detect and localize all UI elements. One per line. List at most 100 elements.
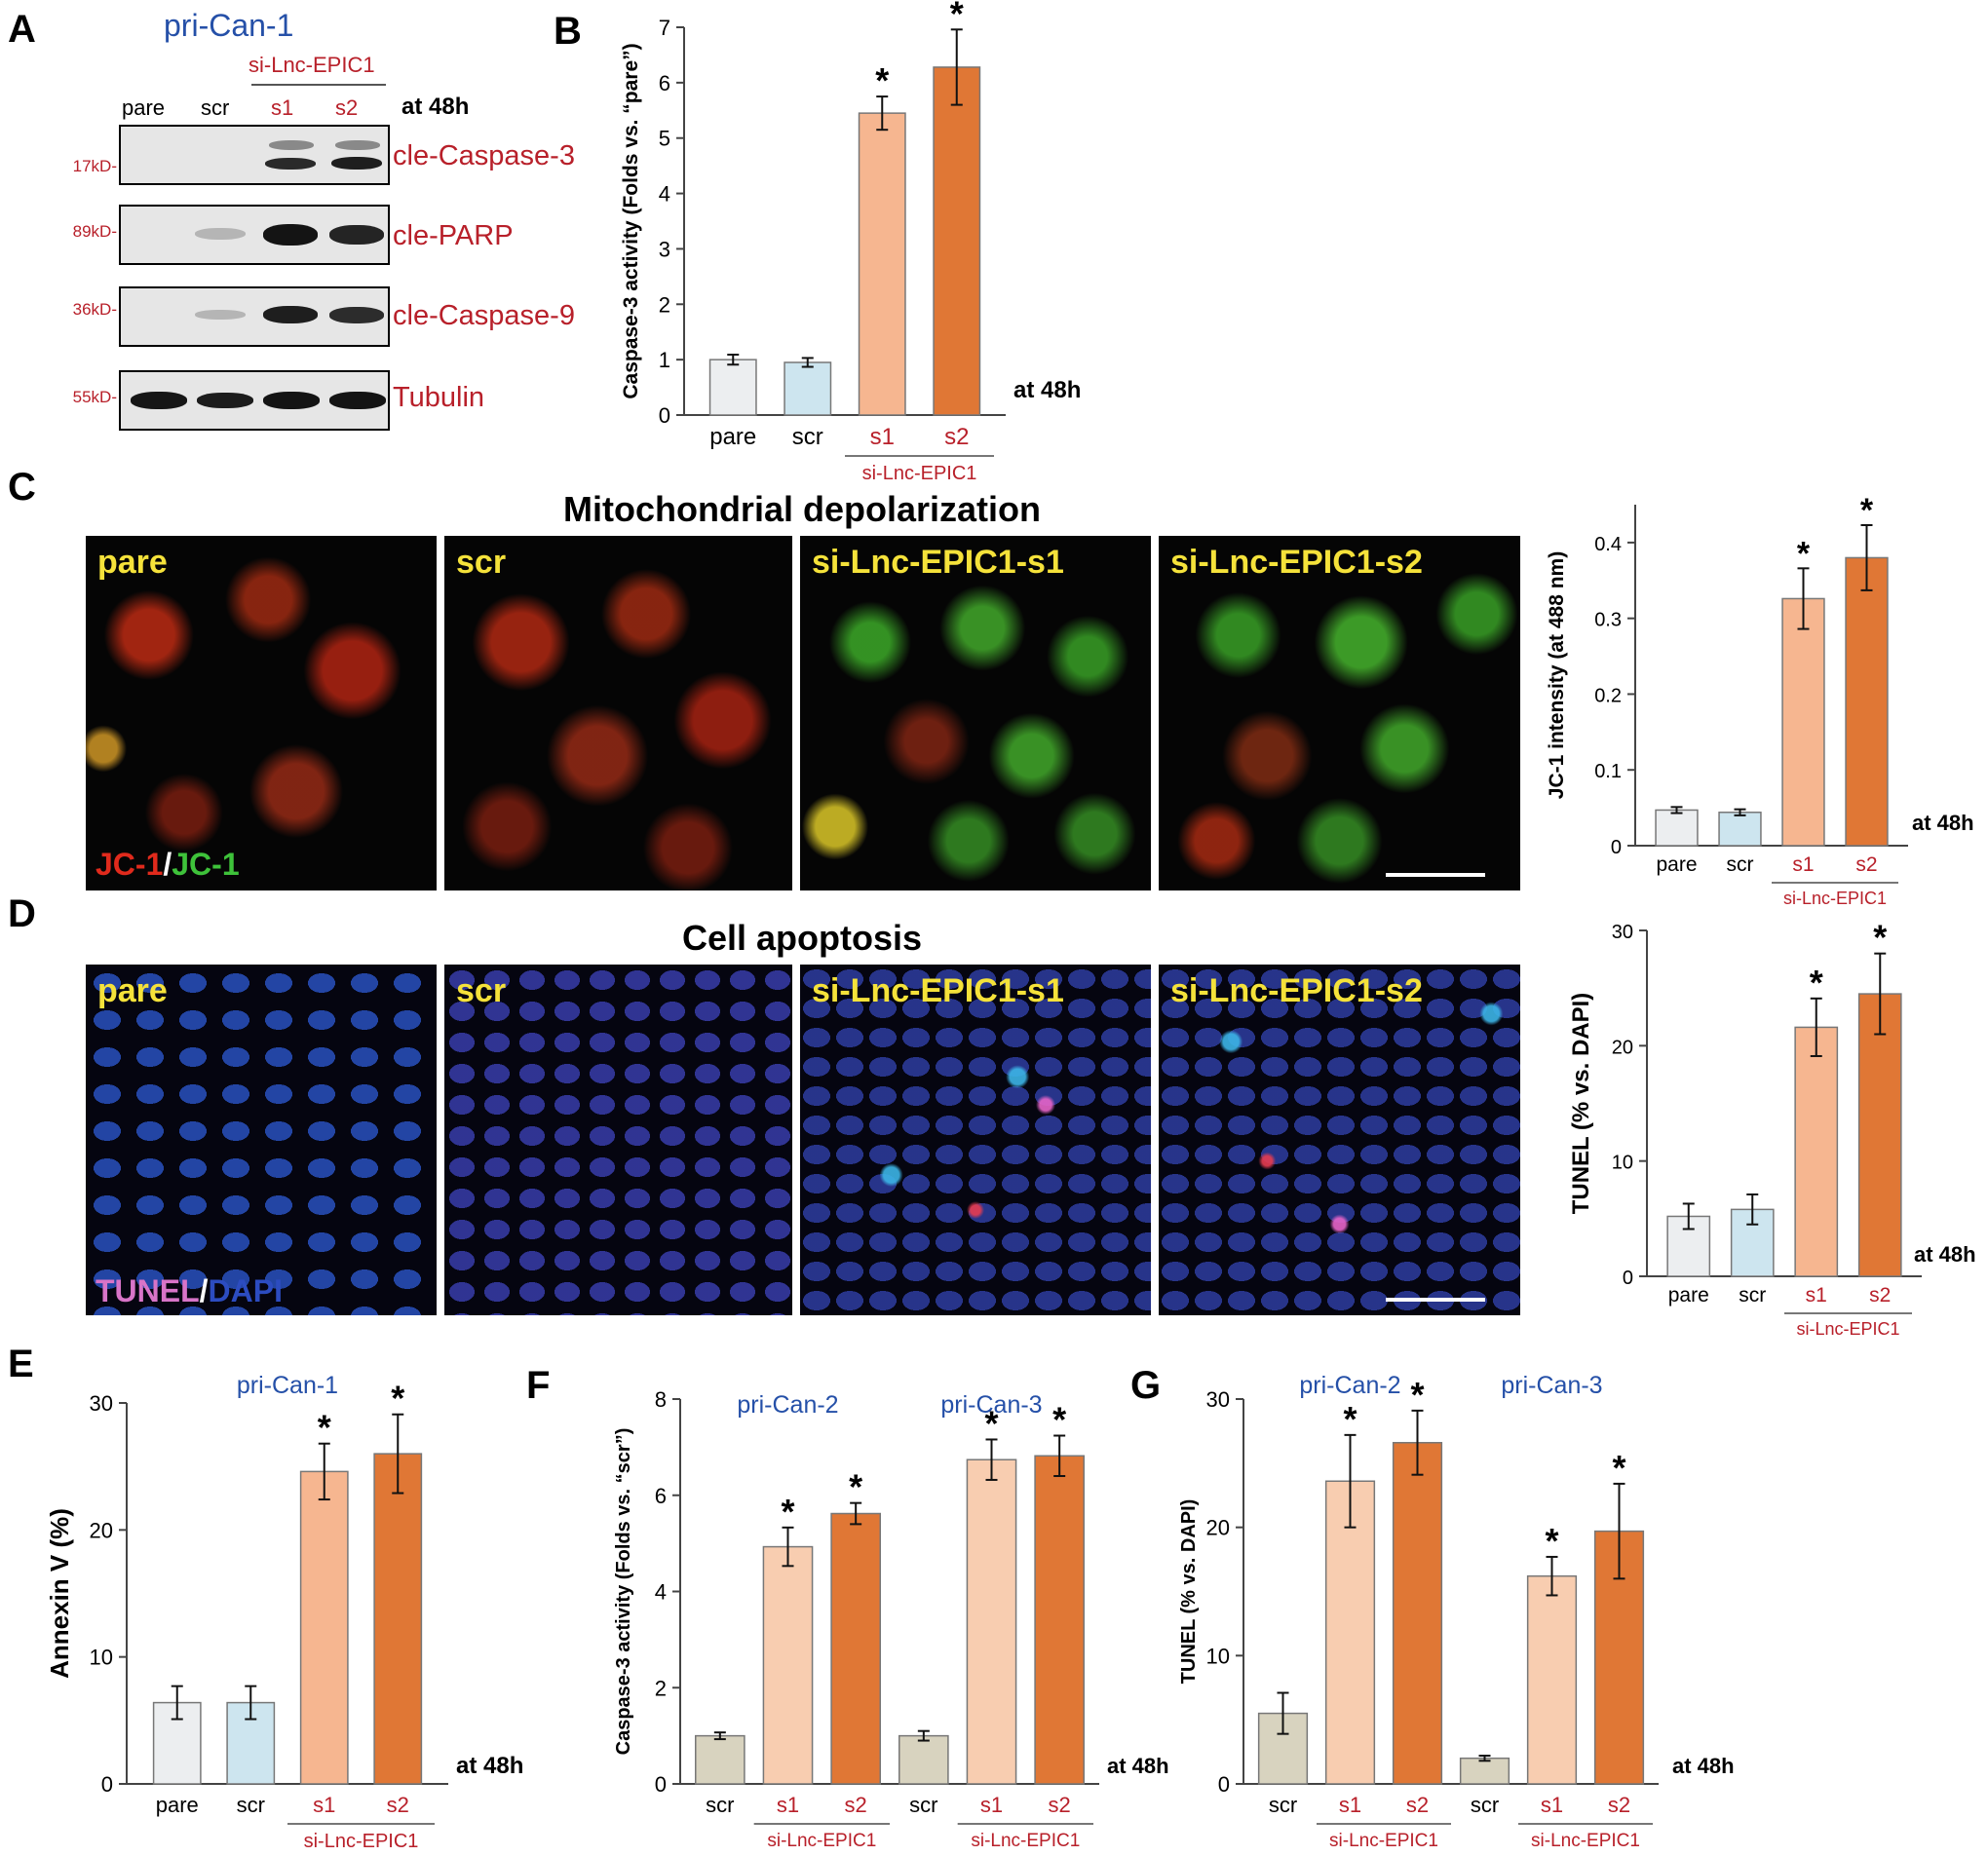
- blot-cle-caspase-3: [119, 125, 390, 185]
- micro-image-jc1-pare: pare JC-1/JC-1: [86, 536, 437, 890]
- micro-image-tunel-pare: pare TUNEL/DAPI: [86, 965, 437, 1315]
- x-tick-label: pare: [1668, 1284, 1709, 1307]
- bar: [373, 1453, 423, 1785]
- scale-bar: [1386, 873, 1485, 877]
- bar: [1718, 812, 1762, 847]
- group-title: pri-Can-2: [1299, 1372, 1400, 1399]
- y-tick-label: 7: [659, 16, 670, 40]
- panel-c-image-strip: pare JC-1/JC-1 scr si-Lnc-EPIC1-s1 si-Ln…: [86, 536, 1520, 890]
- timepoint-annotation: at 48h: [1912, 811, 1974, 835]
- band: [263, 392, 320, 409]
- x-tick-label: s2: [387, 1793, 409, 1817]
- bar: [830, 1512, 881, 1785]
- significance-star: *: [1410, 1375, 1424, 1415]
- x-tick-label: scr: [1727, 853, 1754, 876]
- x-tick-label: pare: [156, 1793, 199, 1817]
- band: [197, 393, 253, 408]
- micro-image-tunel-scr: scr: [444, 965, 792, 1315]
- band: [329, 307, 384, 323]
- micro-label-s2: si-Lnc-EPIC1-s2: [1170, 544, 1423, 581]
- chart-b: 0 1 2 3 4 5 6 7 Caspase-3 activity (Folds vs. “p…: [620, 0, 1081, 484]
- bar: [1781, 597, 1825, 847]
- group-title: pri-Can-3: [1501, 1372, 1602, 1399]
- y-axis-label: JC-1 intensity (at 488 nm): [1546, 551, 1568, 799]
- blot-tubulin: [119, 370, 390, 431]
- chart-g: 0 10 20 30 TUNEL (% vs. DAPI) scr * s1 * s2 scr * s1…: [1178, 1372, 1735, 1851]
- panel-c-title: Mitochondrial depolarization: [562, 489, 1041, 529]
- band: [195, 310, 246, 320]
- y-axis-label: TUNEL (% vs. DAPI): [1178, 1499, 1200, 1685]
- y-axis-label: TUNEL (% vs. DAPI): [1568, 993, 1594, 1215]
- y-tick-label: 0: [659, 403, 670, 428]
- group-label: si-Lnc-EPIC1: [304, 1831, 419, 1851]
- micro-label-s1: si-Lnc-EPIC1-s1: [812, 972, 1064, 1009]
- group-label: si-Lnc-EPIC1: [862, 463, 977, 484]
- micro-image-jc1-scr: scr: [444, 536, 792, 890]
- panel-a-group-label: si-Lnc-EPIC1: [248, 53, 375, 77]
- band: [195, 228, 246, 240]
- stain-legend-tunel: TUNEL/DAPI: [96, 1273, 283, 1309]
- stain-legend-jc1: JC-1/JC-1: [96, 847, 240, 883]
- significance-star: *: [1545, 1521, 1558, 1561]
- panel-letter-c: C: [8, 466, 36, 509]
- chart-f: 0 2 4 6 8 Caspase-3 activity (Folds vs. “scr”…: [613, 1387, 1169, 1851]
- blot-label-cle-caspase-9: cle-Caspase-9: [393, 300, 575, 331]
- micro-label-scr: scr: [456, 544, 507, 581]
- significance-star: *: [1052, 1400, 1066, 1440]
- marker-55kd: 55kD-: [72, 388, 117, 406]
- band: [131, 392, 187, 409]
- timepoint-annotation: at 48h: [1672, 1754, 1735, 1778]
- bar: [1324, 1480, 1376, 1785]
- band: [269, 140, 314, 150]
- panel-a-lane-pare: pare: [122, 95, 166, 120]
- micro-label-s1: si-Lnc-EPIC1-s1: [812, 544, 1064, 581]
- x-tick-label: s1: [313, 1793, 335, 1817]
- significance-star: *: [1797, 535, 1811, 572]
- group-label: si-Lnc-EPIC1: [1531, 1831, 1640, 1851]
- stain-jc1-green: JC-1: [172, 847, 240, 882]
- x-tick-label: scr: [909, 1793, 937, 1817]
- micro-image-tunel-s2: si-Lnc-EPIC1-s2: [1159, 965, 1520, 1315]
- panel-d-image-strip: pare TUNEL/DAPI scr si-Lnc-EPIC1-s1 si-L…: [86, 965, 1520, 1315]
- marker-36kd: 36kD-: [72, 300, 117, 319]
- x-tick-label: scr: [1471, 1793, 1499, 1817]
- band: [263, 306, 318, 323]
- timepoint-annotation: at 48h: [456, 1753, 523, 1779]
- panel-d-title: Cell apoptosis: [681, 918, 923, 958]
- x-tick-label: pare: [709, 424, 756, 450]
- bar: [708, 359, 757, 416]
- x-tick-label: s1: [1806, 1284, 1827, 1307]
- bar: [966, 1458, 1017, 1785]
- timepoint-annotation: at 48h: [1013, 377, 1081, 403]
- y-tick-label: 5: [659, 127, 670, 151]
- y-tick-label: 2: [655, 1676, 667, 1700]
- group-label: si-Lnc-EPIC1: [767, 1831, 876, 1851]
- significance-star: *: [950, 0, 964, 33]
- bar: [299, 1470, 349, 1785]
- panel-a-lane-s2: s2: [335, 95, 359, 120]
- x-tick-label: s1: [1792, 853, 1814, 876]
- significance-star: *: [1810, 963, 1823, 1003]
- group-label: si-Lnc-EPIC1: [971, 1831, 1080, 1851]
- blot-cle-caspase-9: [119, 286, 390, 347]
- x-tick-label: scr: [237, 1793, 265, 1817]
- x-tick-label: s2: [1049, 1793, 1071, 1817]
- marker-89kd: 89kD-: [72, 222, 117, 241]
- significance-star: *: [1873, 918, 1887, 958]
- y-tick-label: 30: [90, 1391, 113, 1416]
- x-tick-label: scr: [792, 424, 823, 450]
- group-label: si-Lnc-EPIC1: [1329, 1831, 1438, 1851]
- group-label: si-Lnc-EPIC1: [1783, 889, 1887, 908]
- y-tick-label: 1: [659, 348, 670, 372]
- y-tick-label: 10: [1612, 1153, 1633, 1174]
- x-tick-label: scr: [1739, 1284, 1766, 1307]
- x-tick-label: s2: [1608, 1793, 1630, 1817]
- micro-label-pare: pare: [97, 972, 168, 1009]
- y-tick-label: 30: [1612, 922, 1633, 943]
- y-tick-label: 0.1: [1594, 761, 1622, 782]
- y-tick-label: 0: [655, 1772, 667, 1797]
- significance-star: *: [984, 1403, 998, 1443]
- y-tick-label: 3: [659, 237, 670, 261]
- micro-image-jc1-s1: si-Lnc-EPIC1-s1: [800, 536, 1151, 890]
- y-tick-label: 6: [655, 1484, 667, 1508]
